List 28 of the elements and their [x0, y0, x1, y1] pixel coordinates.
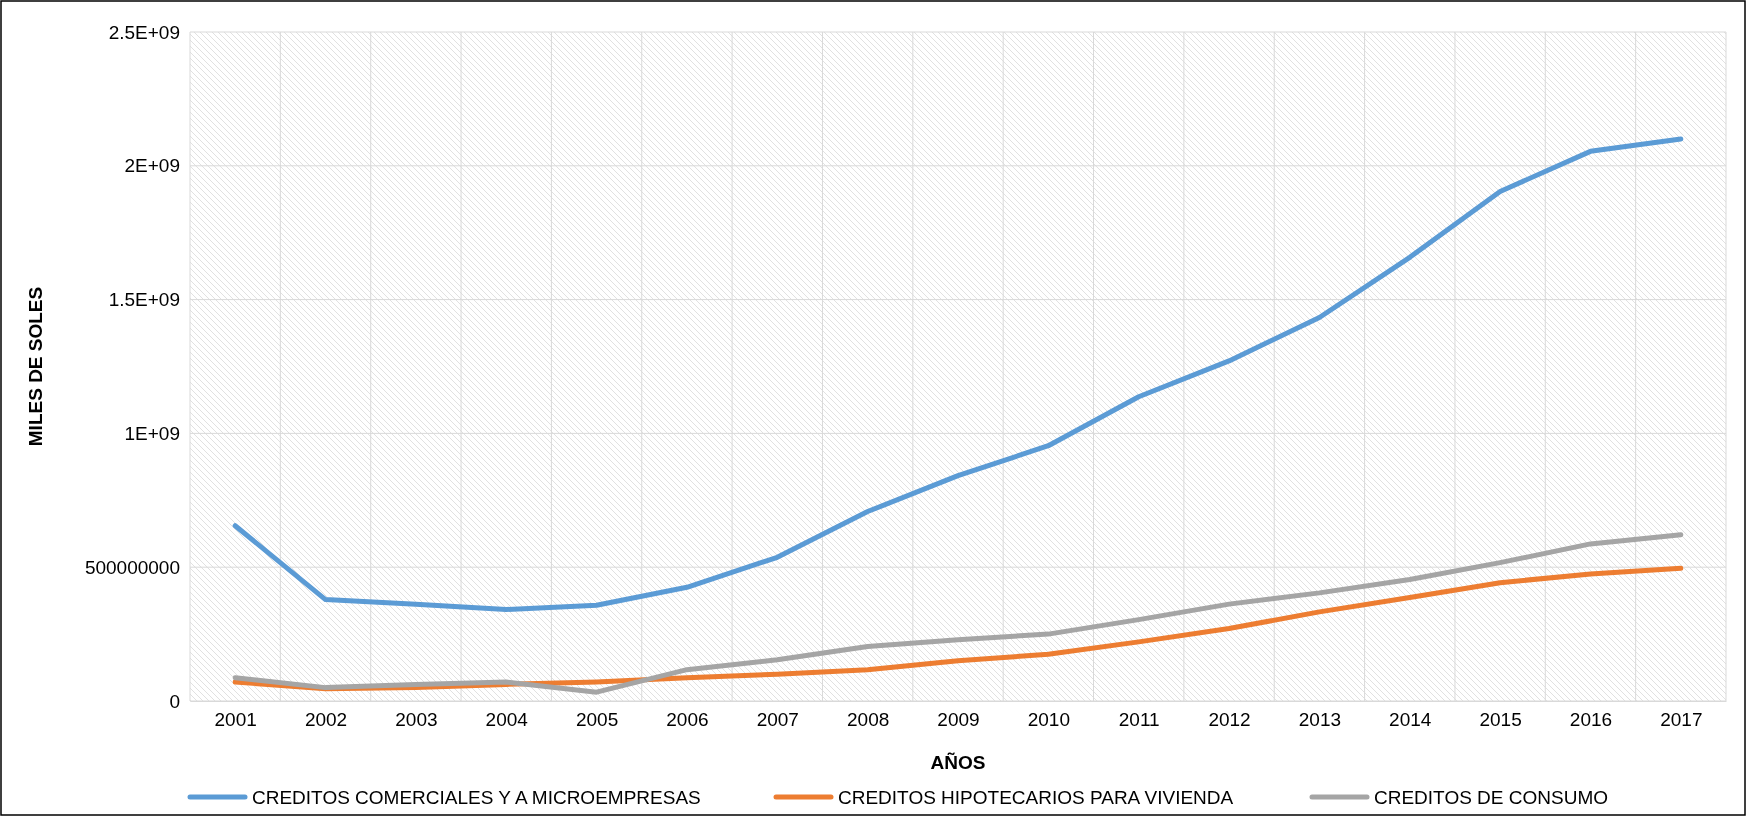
- x-tick-label: 2017: [1660, 709, 1703, 731]
- x-tick-label: 2010: [1027, 709, 1070, 731]
- x-tick-label: 2003: [395, 709, 438, 731]
- y-tick-label: 1.5E+09: [108, 289, 180, 311]
- x-tick-label: 2005: [575, 709, 619, 731]
- y-tick-label: 2E+09: [124, 155, 180, 177]
- y-tick-label: 0: [169, 690, 180, 712]
- y-tick-label: 2.5E+09: [108, 21, 180, 43]
- x-tick-label: 2014: [1389, 709, 1432, 731]
- x-tick-label: 2004: [485, 709, 529, 731]
- x-tick-label: 2012: [1208, 709, 1251, 731]
- y-axis-title: MILES DE SOLES: [25, 286, 46, 447]
- x-tick-label: 2016: [1569, 709, 1613, 731]
- x-tick-label: 2008: [847, 709, 890, 731]
- legend-label: CREDITOS COMERCIALES Y A MICROEMPRESAS: [252, 787, 701, 808]
- x-tick-label: 2015: [1479, 709, 1522, 731]
- y-tick-label: 1E+09: [124, 422, 180, 444]
- x-tick-label: 2001: [214, 709, 257, 731]
- x-tick-label: 2002: [304, 709, 348, 731]
- legend-label: CREDITOS DE CONSUMO: [1374, 787, 1609, 808]
- x-tick-label: 2007: [756, 709, 799, 731]
- x-tick-label: 2011: [1118, 709, 1160, 731]
- y-tick-label: 500000000: [84, 556, 180, 578]
- x-tick-label: 2009: [937, 709, 980, 731]
- x-tick-label: 2013: [1298, 709, 1342, 731]
- legend-label: CREDITOS HIPOTECARIOS PARA VIVIENDA: [838, 787, 1234, 808]
- x-tick-label: 2006: [666, 709, 709, 731]
- x-axis-title: AÑOS: [930, 752, 986, 773]
